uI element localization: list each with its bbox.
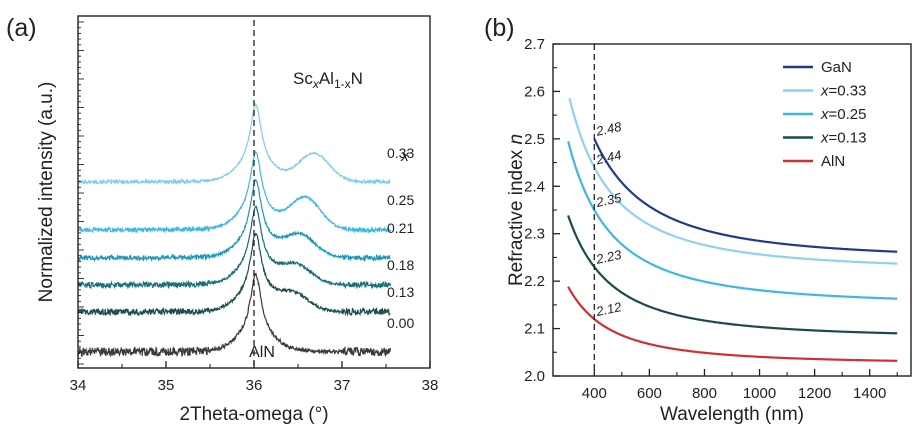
index-curve-x=0.33 [568, 98, 898, 265]
legend-label: x=0.25 [820, 106, 866, 123]
xrd-series-label-0.00: 0.00 [387, 315, 414, 331]
panel-a-series-header: x [400, 148, 410, 165]
panel-b-x-tick-label: 1000 [743, 385, 776, 402]
index-curve-GaN [593, 138, 898, 253]
panel-b-x-tick-label: 1200 [798, 385, 831, 402]
panel-a-x-tick-label: 38 [422, 377, 439, 394]
xrd-trace-0.25 [77, 150, 391, 235]
panel-b-y-tick-label: 2.6 [524, 83, 545, 100]
panel-b-y-tick-label: 2.4 [524, 178, 545, 195]
panel-b-y-axis-title: Refractive index n [506, 134, 527, 286]
legend-label-x: x [820, 106, 829, 123]
legend-label: x=0.33 [820, 83, 866, 100]
xrd-series-label-0.21: 0.21 [387, 220, 414, 236]
panel-b-x-tick-label: 400 [582, 385, 607, 402]
panel-b-refractive-index-chart: (b) 2.48 2.44 2.35 2.23 2.12 400 600 800 1000 12… [484, 14, 912, 425]
panel-b-x-tick-label: 800 [692, 385, 717, 402]
panel-b-y-axis-title-symbol: n [506, 134, 527, 145]
panel-a-x-tick-label: 34 [70, 377, 87, 394]
panel-b-x-tick-label: 600 [637, 385, 662, 402]
panel-a-label: (a) [6, 14, 37, 42]
index-value-label: 2.35 [594, 190, 624, 210]
index-value-label: 2.48 [594, 119, 624, 139]
index-value-label: 2.12 [594, 299, 624, 319]
index-value-label: 2.23 [594, 247, 624, 267]
panel-a-y-ticks [78, 21, 84, 365]
legend-label: GaN [821, 59, 852, 76]
annot-sub-x: x [312, 77, 320, 91]
panel-a-x-tick-label: 36 [246, 377, 263, 394]
panel-b-x-ticks: 400 600 800 1000 1200 1400 [582, 369, 898, 402]
panel-a-x-tick-label: 35 [158, 377, 175, 394]
panel-a-annotation-scaln: ScxAl1-xN [293, 69, 363, 91]
annot-n: N [351, 69, 363, 88]
panel-a-x-tick-label: 37 [334, 377, 351, 394]
xrd-series-label-0.18: 0.18 [387, 257, 414, 273]
legend-label-value: =0.25 [829, 106, 867, 123]
annot-sc: Sc [293, 69, 313, 88]
index-curve-AlN [567, 286, 898, 362]
panel-b-x-tick-label: 1400 [853, 385, 886, 402]
panel-b-x-axis-title: Wavelength (nm) [660, 404, 804, 425]
legend-label-x: x [820, 130, 829, 147]
panel-a-x-ticks: 34 35 36 37 38 [70, 361, 439, 394]
legend-label-value: =0.13 [829, 130, 867, 147]
legend-label-value: =0.33 [829, 83, 867, 100]
xrd-trace-0.00 [77, 272, 391, 358]
panel-b-y-tick-label: 2.1 [524, 321, 545, 338]
panel-b-value-labels: 2.48 2.44 2.35 2.23 2.12 [594, 119, 624, 320]
panel-b-y-tick-label: 2.2 [524, 273, 545, 290]
panel-a-y-axis-title: Normalized intensity (a.u.) [36, 82, 57, 303]
panel-a-series-labels: 0.33 0.25 0.21 0.18 0.13 0.00 [387, 145, 414, 331]
annot-al: Al [319, 69, 334, 88]
index-curve-x=0.25 [567, 140, 898, 300]
legend-label: AlN [821, 153, 845, 170]
xrd-trace-0.18 [77, 205, 391, 290]
panel-b-y-ticks: 2.0 2.1 2.2 2.3 2.4 2.5 2.6 2.7 [524, 36, 560, 385]
xrd-series-label-0.33: 0.33 [387, 145, 414, 161]
legend-label-x: x [820, 83, 829, 100]
index-curve-x=0.13 [567, 215, 898, 335]
xrd-trace-0.13 [77, 232, 391, 317]
xrd-series-label-0.25: 0.25 [387, 192, 414, 208]
annot-sub-1x: 1-x [334, 77, 351, 91]
legend-label: x=0.13 [820, 130, 866, 147]
panel-a-traces [77, 102, 391, 358]
panel-a-annotation-aln: AlN [249, 344, 275, 361]
xrd-trace-0.33 [77, 102, 391, 186]
panel-a-xrd-chart: (a) 34 35 36 37 38 2Theta-omega (°) Normaliz… [6, 14, 438, 425]
panel-b-y-tick-label: 2.3 [524, 226, 545, 243]
panel-b-y-tick-label: 2.5 [524, 131, 545, 148]
xrd-trace-0.21 [77, 179, 391, 263]
panel-b-y-tick-label: 2.0 [524, 368, 545, 385]
panel-b-y-tick-label: 2.7 [524, 36, 545, 53]
panel-b-y-axis-title-text: Refractive index [506, 145, 527, 287]
panel-b-curves [567, 98, 898, 362]
xrd-series-label-0.13: 0.13 [387, 284, 414, 300]
panel-b-label: (b) [484, 14, 515, 42]
index-value-label: 2.44 [594, 147, 623, 167]
panel-a-x-axis-title: 2Theta-omega (°) [179, 404, 328, 425]
